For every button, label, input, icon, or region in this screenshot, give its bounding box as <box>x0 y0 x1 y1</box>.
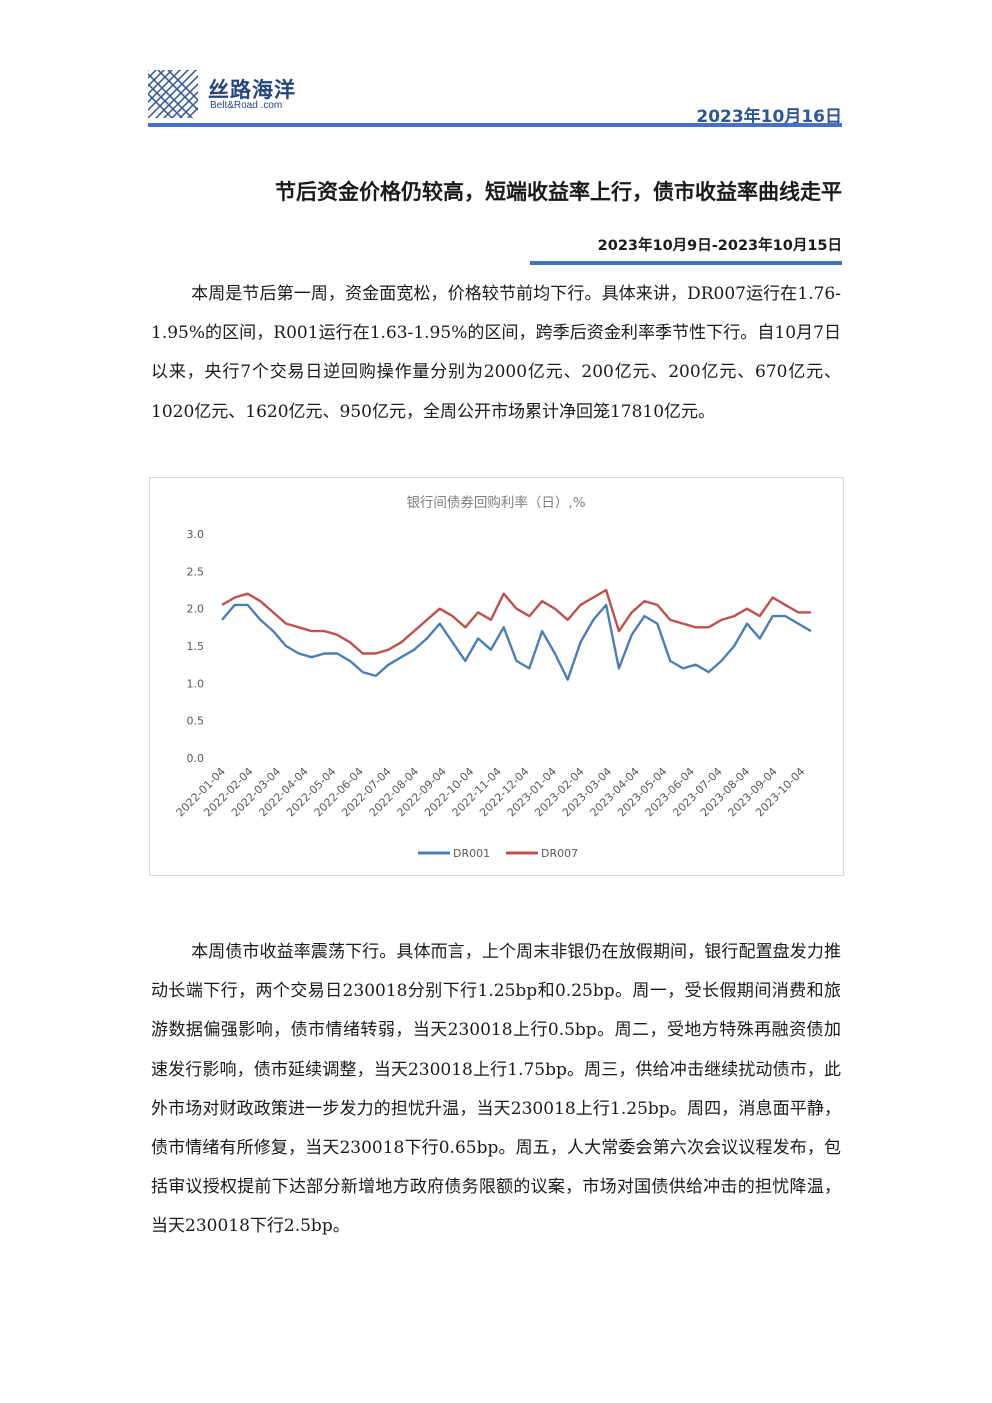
y-tick-label: 0.0 <box>187 752 205 765</box>
paragraph-bond-market: 本周债市收益率震荡下行。具体而言，上个周末非银仍在放假期间，银行配置盘发力推动长… <box>151 933 841 1247</box>
article-title: 节后资金价格仍较高，短端收益率上行，债市收益率曲线走平 <box>275 180 842 204</box>
belt-road-logo-icon <box>148 70 198 118</box>
y-tick-label: 3.0 <box>187 528 205 541</box>
legend-label: DR001 <box>453 847 490 860</box>
y-tick-label: 2.0 <box>187 603 205 616</box>
report-date: 2023年10月16日 <box>696 107 842 127</box>
y-tick-label: 1.5 <box>187 640 205 653</box>
page-header: 丝路海洋 Belt&Road .com 2023年10月16日 <box>148 66 842 130</box>
legend-label: DR007 <box>541 847 578 860</box>
logo-text: 丝路海洋 <box>208 78 296 102</box>
paragraph-funding: 本周是节后第一周，资金面宽松，价格较节前均下行。具体来讲，DR007运行在1.7… <box>151 275 841 432</box>
y-tick-label: 1.0 <box>187 677 205 690</box>
repo-rate-chart: 银行间债券回购利率（日）,% 0.0 0.5 1.0 1.5 2.0 2.5 3.0 202… <box>149 477 844 876</box>
date-range: 2023年10月9日-2023年10月15日 <box>597 238 842 254</box>
chart-title: 银行间债券回购利率（日）,% <box>406 494 585 511</box>
chart-canvas: 银行间债券回购利率（日）,% 0.00.51.01.52.02.53.0 202… <box>174 494 812 860</box>
y-tick-label: 2.5 <box>187 565 205 578</box>
paragraph-bond-market-text: 本周债市收益率震荡下行。具体而言，上个周末非银仍在放假期间，银行配置盘发力推动长… <box>151 942 841 1237</box>
header-divider <box>148 123 842 127</box>
y-tick-label: 0.5 <box>187 715 205 728</box>
logo-subtext: Belt&Road .com <box>210 100 283 111</box>
paragraph-funding-text: 本周是节后第一周，资金面宽松，价格较节前均下行。具体来讲，DR007运行在1.7… <box>151 284 841 422</box>
series-line-dr001 <box>221 603 812 681</box>
series-line-dr007 <box>221 588 811 655</box>
date-range-divider <box>530 261 842 265</box>
